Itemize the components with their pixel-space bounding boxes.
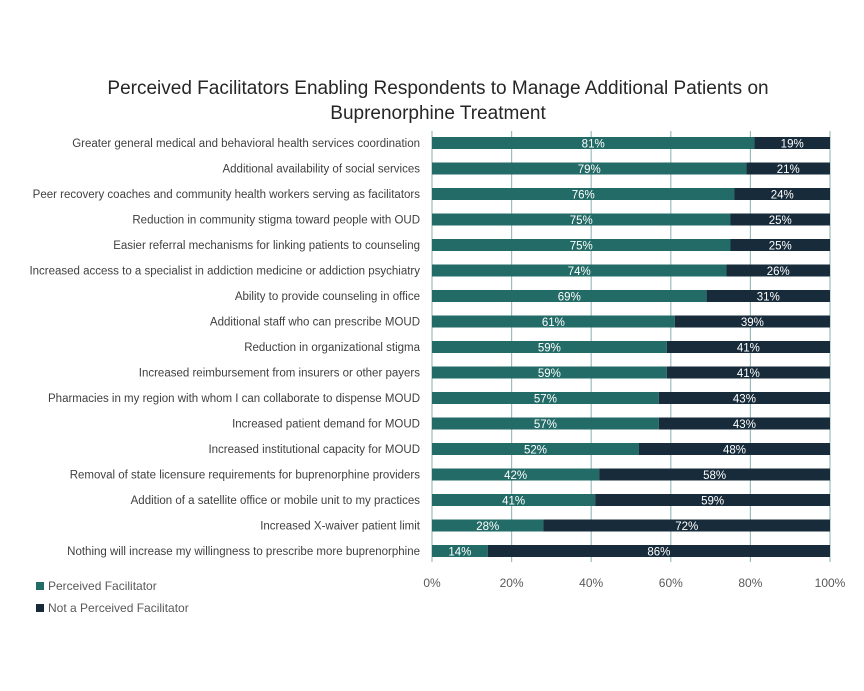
category-label: Additional availability of social servic…: [222, 164, 420, 176]
data-label: 72%: [675, 521, 698, 533]
category-label: Increased access to a specialist in addi…: [29, 266, 420, 278]
bar-segment-facilitator: [432, 213, 731, 226]
category-label: Reduction in organizational stigma: [244, 342, 420, 354]
bar-segment-facilitator: [432, 468, 600, 481]
category-label: Pharmacies in my region with whom I can …: [48, 393, 420, 405]
data-label: 25%: [769, 215, 792, 227]
category-label: Easier referral mechanisms for linking p…: [113, 240, 420, 252]
data-label: 61%: [542, 317, 565, 329]
bar-segment-facilitator: [432, 264, 727, 277]
category-label: Additional staff who can prescribe MOUD: [210, 317, 420, 329]
data-label: 48%: [723, 445, 746, 457]
bar-segment-not-facilitator: [487, 545, 830, 557]
data-label: 41%: [737, 368, 760, 380]
data-label: 25%: [769, 241, 792, 253]
bar-segment-facilitator: [432, 239, 731, 251]
x-tick-label: 100%: [815, 576, 846, 590]
bar-segment-facilitator: [432, 290, 707, 302]
x-tick-label: 0%: [423, 576, 441, 590]
category-label: Reduction in community stigma toward peo…: [132, 215, 420, 227]
bar-segment-not-facilitator: [734, 188, 830, 200]
data-label: 57%: [534, 394, 557, 406]
bar-segment-not-facilitator: [746, 162, 830, 175]
bar-segment-facilitator: [432, 162, 747, 175]
legend-swatch: [36, 582, 44, 590]
bar-segment-not-facilitator: [638, 443, 830, 455]
bar-segment-facilitator: [432, 188, 735, 200]
data-label: 57%: [534, 419, 557, 431]
legend-label: Perceived Facilitator: [48, 579, 157, 593]
x-tick-label: 60%: [659, 576, 683, 590]
category-label: Removal of state licensure requirements …: [70, 470, 421, 482]
bar-segment-not-facilitator: [658, 392, 830, 404]
data-label: 19%: [781, 139, 804, 151]
bar-segment-not-facilitator: [674, 315, 830, 328]
data-label: 79%: [578, 164, 601, 176]
bar-segment-not-facilitator: [666, 366, 830, 379]
data-label: 21%: [777, 164, 800, 176]
data-label: 58%: [703, 470, 726, 482]
category-label: Increased X-waiver patient limit: [260, 521, 421, 533]
data-label: 41%: [737, 343, 760, 355]
data-label: 74%: [568, 266, 591, 278]
category-label: Greater general medical and behavioral h…: [72, 138, 420, 150]
data-label: 31%: [757, 292, 780, 304]
data-label: 75%: [570, 215, 593, 227]
legend-label: Not a Perceived Facilitator: [48, 601, 189, 615]
data-label: 41%: [502, 496, 525, 508]
bar-segment-facilitator: [432, 545, 488, 557]
bar-segment-facilitator: [432, 341, 667, 353]
data-label: 59%: [538, 343, 561, 355]
bar-segment-not-facilitator: [730, 239, 830, 251]
data-label: 39%: [741, 317, 764, 329]
data-label: 81%: [582, 139, 605, 151]
data-label: 26%: [767, 266, 790, 278]
data-label: 43%: [733, 419, 756, 431]
category-label: Peer recovery coaches and community heal…: [33, 189, 421, 201]
category-label: Ability to provide counseling in office: [235, 291, 420, 303]
bar-segment-facilitator: [432, 494, 596, 506]
category-label: Increased patient demand for MOUD: [232, 419, 420, 431]
x-tick-label: 80%: [738, 576, 762, 590]
data-label: 76%: [572, 190, 595, 202]
data-label: 59%: [701, 496, 724, 508]
category-label: Nothing will increase my willingness to …: [67, 546, 420, 558]
data-label: 59%: [538, 368, 561, 380]
bar-segment-not-facilitator: [595, 494, 830, 506]
bar-segment-not-facilitator: [754, 137, 830, 149]
data-label: 69%: [558, 292, 581, 304]
bar-segment-not-facilitator: [666, 341, 830, 353]
bar-segment-not-facilitator: [726, 264, 830, 277]
data-label: 86%: [647, 547, 670, 559]
data-label: 43%: [733, 394, 756, 406]
legend-swatch: [36, 604, 44, 612]
chart-title: Buprenorphine Treatment: [330, 103, 546, 124]
bar-segment-facilitator: [432, 137, 755, 149]
data-label: 24%: [771, 190, 794, 202]
bar-segment-not-facilitator: [658, 417, 830, 430]
bar-segment-not-facilitator: [730, 213, 830, 226]
bar-segment-facilitator: [432, 443, 639, 455]
x-tick-label: 40%: [579, 576, 603, 590]
data-label: 28%: [476, 521, 499, 533]
bar-segment-facilitator: [432, 366, 667, 379]
category-label: Addition of a satellite office or mobile…: [131, 495, 421, 507]
data-label: 14%: [448, 547, 471, 559]
data-label: 75%: [570, 241, 593, 253]
bar-segment-not-facilitator: [543, 519, 830, 532]
chart-title: Perceived Facilitators Enabling Responde…: [107, 78, 768, 99]
x-tick-label: 20%: [500, 576, 524, 590]
category-label: Increased institutional capacity for MOU…: [208, 444, 420, 456]
bar-segment-facilitator: [432, 315, 675, 328]
data-label: 42%: [504, 470, 527, 482]
bar-segment-facilitator: [432, 417, 659, 430]
category-label: Increased reimbursement from insurers or…: [139, 368, 420, 380]
bar-segment-facilitator: [432, 519, 544, 532]
data-label: 52%: [524, 445, 547, 457]
bar-segment-not-facilitator: [599, 468, 830, 481]
bar-segment-not-facilitator: [706, 290, 830, 302]
bar-segment-facilitator: [432, 392, 659, 404]
